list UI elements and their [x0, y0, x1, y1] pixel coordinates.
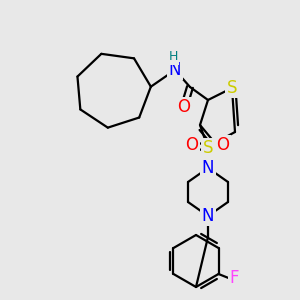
Text: N: N — [169, 61, 181, 79]
Text: N: N — [202, 207, 214, 225]
Text: O: O — [217, 136, 230, 154]
Text: F: F — [230, 269, 239, 287]
Text: H: H — [168, 50, 178, 64]
Text: N: N — [202, 159, 214, 177]
Text: S: S — [227, 79, 237, 97]
Text: O: O — [185, 136, 199, 154]
Text: S: S — [203, 139, 213, 157]
Text: O: O — [178, 98, 190, 116]
